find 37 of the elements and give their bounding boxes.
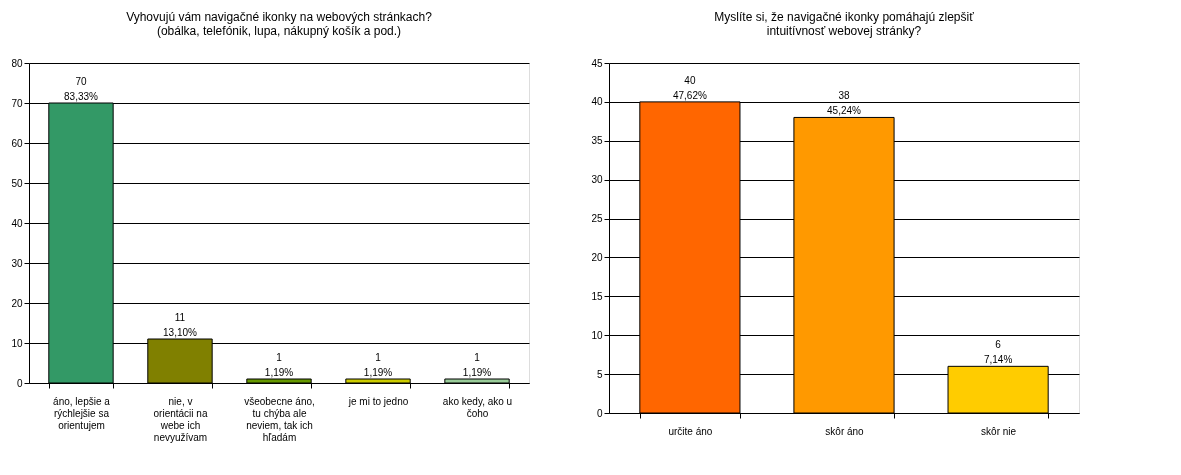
data-label: 11 13,10%: [163, 312, 198, 338]
y-tick-label: 30: [11, 257, 23, 269]
y-tick-label: 0: [16, 377, 23, 389]
x-tick-label: ako kedy, ako u čoho: [442, 395, 513, 419]
y-tick-label: 60: [11, 137, 23, 149]
y-tick-label: 10: [591, 329, 603, 341]
x-tick-label: skôr nie: [981, 425, 1017, 437]
data-label: 1 1,19%: [462, 352, 492, 378]
data-label: 70 83,33%: [64, 76, 99, 102]
chart-title: Myslíte si, že navigačné ikonky pomáhajú zlepšiť intuitívnosť webovej stránky?: [714, 10, 975, 38]
x-tick-label: je mi to jedno: [347, 395, 409, 407]
data-label: 6 7,14%: [983, 339, 1013, 366]
y-tick-label: 20: [11, 297, 23, 309]
x-tick-label: áno, lepšie a rýchlejšie sa orientujem: [53, 395, 111, 431]
y-tick-label: 40: [591, 96, 603, 108]
x-tick-label: všeobecne áno, tu chýba ale neviem, tak ich hľadám: [244, 395, 315, 443]
y-tick-label: 80: [11, 57, 23, 69]
y-tick-label: 25: [591, 213, 603, 225]
y-tick-label: 15: [591, 290, 603, 302]
y-tick-label: 50: [11, 177, 23, 189]
y-tick-label: 35: [591, 135, 603, 147]
y-tick-label: 5: [596, 368, 603, 380]
data-label: 40 47,62%: [672, 74, 707, 101]
y-tick-label: 70: [11, 97, 23, 109]
y-tick-label: 45: [591, 57, 603, 69]
y-tick-label: 20: [591, 251, 603, 263]
y-tick-label: 0: [596, 407, 603, 419]
y-tick-label: 40: [11, 217, 23, 229]
x-tick-label: skôr áno: [825, 425, 865, 437]
data-label: 1 1,19%: [264, 352, 294, 378]
y-tick-label: 10: [11, 337, 23, 349]
data-label: 1 1,19%: [363, 352, 393, 378]
data-label: 38 45,24%: [827, 90, 862, 117]
y-tick-label: 30: [591, 174, 603, 186]
x-tick-label: nie, v orientácii na webe ich nevyužívam: [153, 395, 208, 443]
chart-title: Vyhovujú vám navigačné ikonky na webových stránkach? (obálka, telefónik, lupa, nákupný košík a pod.): [126, 10, 433, 38]
x-tick-label: určite áno: [668, 425, 713, 437]
